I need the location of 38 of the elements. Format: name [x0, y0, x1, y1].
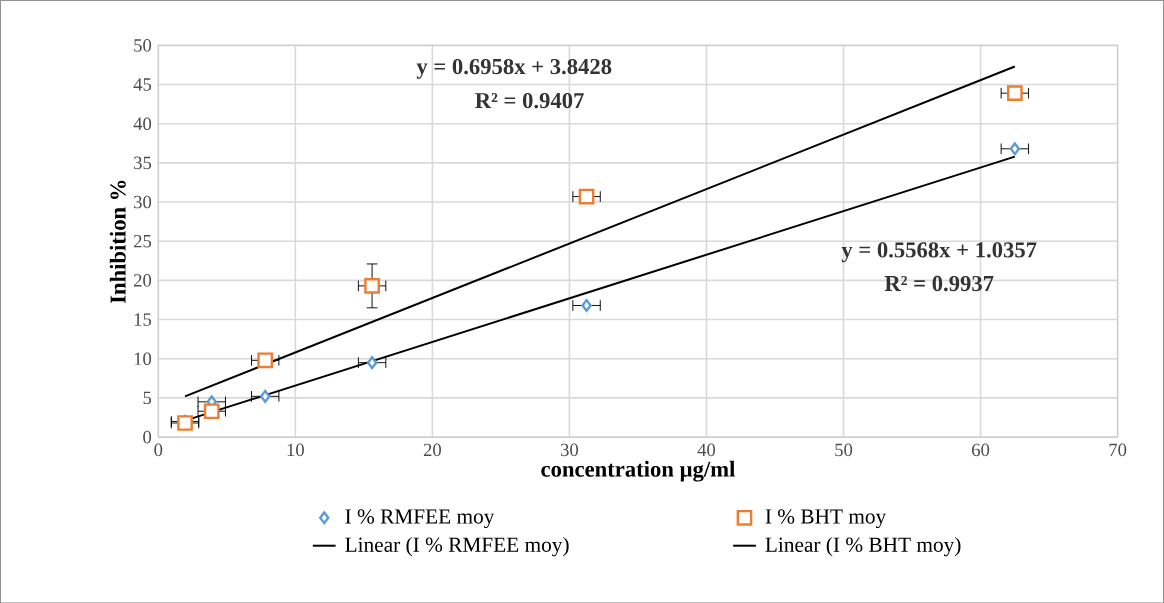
legend-label: I % BHT moy: [765, 509, 887, 528]
x-tick-label: 30: [561, 443, 579, 456]
x-tick-label: 20: [423, 443, 441, 456]
x-tick-label: 0: [154, 443, 163, 456]
legend-label: I % RMFEE moy: [345, 509, 495, 528]
y-axis-title: Inhibition %: [109, 180, 126, 303]
y-tick-label: 10: [134, 352, 152, 365]
legend-label: Linear (I % BHT moy): [765, 536, 961, 557]
x-axis-title: concentration µg/ml: [541, 460, 735, 482]
annotation: R² = 0.9937: [884, 275, 994, 292]
point: [260, 389, 271, 403]
point: [1006, 85, 1023, 101]
point: [257, 352, 274, 368]
point: [366, 355, 378, 370]
x-tick-label: 60: [972, 443, 990, 456]
point: [1009, 142, 1021, 156]
x-tick-label: 50: [835, 443, 853, 456]
y-tick-label: 20: [133, 273, 152, 287]
y-tick-label: 25: [133, 234, 152, 248]
annotation: y = 0.5568x + 1.0357: [841, 242, 1037, 262]
y-tick-label: 35: [134, 156, 152, 169]
x-tick-label: 10: [287, 443, 304, 456]
annotation: y = 0.6958x + 3.8428: [416, 58, 612, 79]
y-tick-label: 5: [143, 391, 152, 404]
x-tick-label: 40: [697, 443, 716, 456]
point: [203, 403, 220, 419]
point: [581, 298, 592, 312]
y-tick-label: 50: [134, 38, 152, 52]
point: [364, 277, 380, 294]
x-tick-label: 70: [1109, 443, 1127, 456]
annotation: R² = 0.9407: [475, 92, 584, 109]
y-tick-label: 0: [143, 430, 152, 444]
y-tick-label: 40: [133, 117, 152, 130]
y-tick-label: 15: [134, 313, 152, 326]
legend-label: Linear (I % RMFEE moy): [345, 536, 569, 557]
y-tick-label: 30: [134, 195, 152, 209]
point: [578, 188, 595, 205]
y-tick-label: 45: [133, 78, 152, 91]
